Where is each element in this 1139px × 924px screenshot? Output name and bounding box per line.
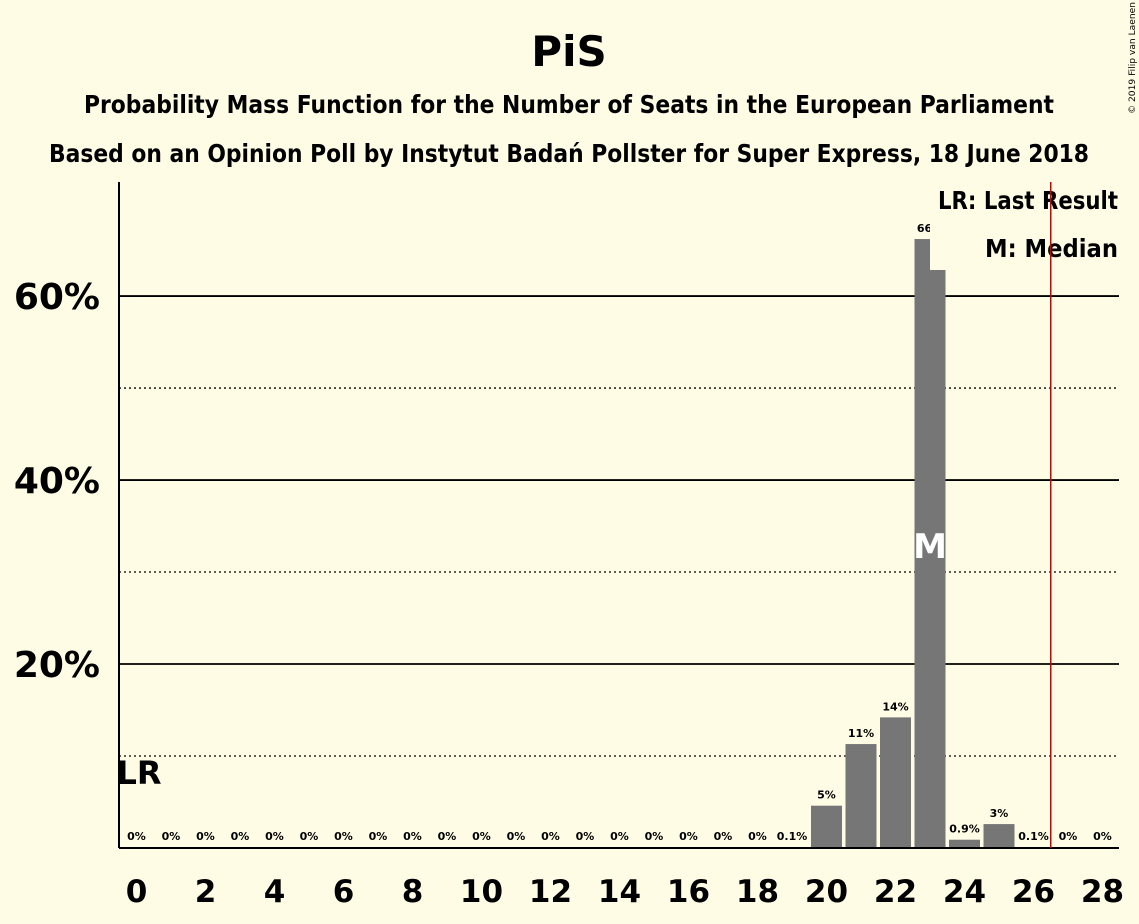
y-tick-40: 40% [14, 461, 100, 502]
x-tick-18: 18 [736, 874, 779, 910]
bar-label-0: 0% [127, 830, 146, 843]
bar-label-14: 0% [610, 830, 629, 843]
bar-label-12: 0% [541, 830, 560, 843]
last-result-marker: LR [117, 754, 162, 792]
x-tick-28: 28 [1081, 874, 1124, 910]
bars [776, 239, 1049, 848]
bar-label-27: 0% [1059, 830, 1078, 843]
bar-label-22: 14% [882, 700, 908, 713]
bar-label-7: 0% [369, 830, 388, 843]
x-tick-22: 22 [874, 874, 917, 910]
bar-labels: 0% 0% 0% 0% 0% 0% 0% 0% 0% 0% 0% 0% 0% 0% 0% 0% 0% 0% 0% 0.… [127, 222, 1112, 843]
y-tick-20: 20% [14, 645, 100, 686]
chart-title: PiS [531, 27, 606, 76]
gridlines [119, 295, 1119, 757]
copyright-text: © 2019 Filip van Laenen [1128, 2, 1138, 114]
legend-background [930, 178, 1122, 270]
bar-23 [914, 239, 946, 848]
bar-label-28: 0% [1093, 830, 1112, 843]
x-tick-4: 4 [264, 874, 286, 910]
bar-label-26: 0.1% [1018, 830, 1049, 843]
bar-label-6: 0% [334, 830, 353, 843]
bar-label-25: 3% [990, 807, 1009, 820]
bar-label-17: 0% [714, 830, 733, 843]
chart-subtitle-1: Probability Mass Function for the Number… [84, 90, 1054, 119]
bar-22 [880, 717, 911, 848]
bar-label-21: 11% [848, 727, 874, 740]
bar-25 [983, 824, 1015, 848]
bar-label-10: 0% [472, 830, 491, 843]
overlays: M LR [117, 182, 1052, 848]
x-tick-2: 2 [195, 874, 217, 910]
bar-label-2: 0% [196, 830, 215, 843]
bar-label-9: 0% [438, 830, 457, 843]
x-tick-16: 16 [667, 874, 710, 910]
chart-subtitle-2: Based on an Opinion Poll by Instytut Bad… [49, 139, 1089, 168]
x-axis-ticks: 0 2 4 6 8 10 12 14 16 18 20 22 24 26 28 [126, 874, 1124, 910]
x-tick-8: 8 [402, 874, 424, 910]
bar-label-4: 0% [265, 830, 284, 843]
legend-last-result: LR: Last Result [938, 186, 1118, 215]
x-tick-26: 26 [1012, 874, 1055, 910]
bar-label-3: 0% [231, 830, 250, 843]
x-tick-14: 14 [598, 874, 641, 910]
x-tick-10: 10 [460, 874, 503, 910]
y-axis-ticks: 20% 40% 60% [14, 277, 100, 686]
y-tick-60: 60% [14, 277, 100, 318]
bar-label-15: 0% [645, 830, 664, 843]
bar-label-1: 0% [162, 830, 181, 843]
bar-label-5: 0% [300, 830, 319, 843]
bar-label-16: 0% [679, 830, 698, 843]
median-marker: M [913, 527, 947, 567]
bar-label-20: 5% [817, 789, 836, 802]
x-tick-6: 6 [333, 874, 355, 910]
bar-label-19: 0.1% [777, 830, 808, 843]
bar-label-8: 0% [403, 830, 422, 843]
axes [118, 182, 1119, 849]
bar-label-24: 0.9% [949, 823, 980, 836]
bar-21 [845, 744, 877, 848]
bar-label-18: 0% [748, 830, 767, 843]
x-tick-20: 20 [805, 874, 848, 910]
bar-label-11: 0% [507, 830, 526, 843]
bar-label-13: 0% [576, 830, 595, 843]
bar-24 [949, 839, 980, 848]
x-tick-24: 24 [943, 874, 986, 910]
x-tick-0: 0 [126, 874, 148, 910]
x-tick-12: 12 [529, 874, 572, 910]
bar-20 [811, 805, 842, 848]
